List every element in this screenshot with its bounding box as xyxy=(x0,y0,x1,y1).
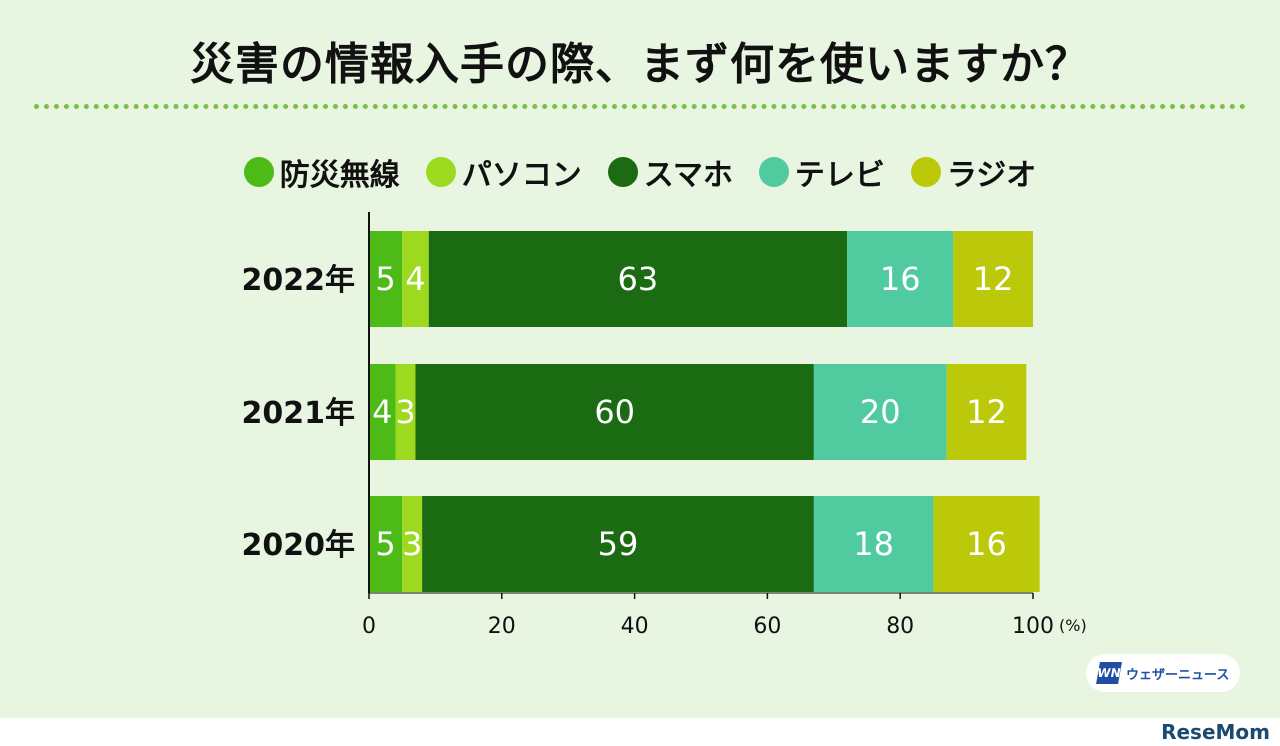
bar-data-label: 4 xyxy=(405,260,425,298)
x-tick-label: 80 xyxy=(886,614,914,639)
bar-segment xyxy=(813,496,934,592)
legend-swatch xyxy=(910,157,941,187)
bar-segment xyxy=(847,231,954,327)
bar-segment xyxy=(369,364,396,460)
bar-data-label: 59 xyxy=(598,525,639,563)
x-tick-label: 20 xyxy=(488,614,516,639)
x-tick-label: 100 xyxy=(1012,614,1054,639)
bar-segment xyxy=(953,231,1033,327)
weathernews-logo: WN ウェザーニュース xyxy=(1086,654,1240,692)
chart-canvas: 災害の情報入手の際、まず何を使いますか？ 防災無線 パソコン スマホ テレビ ラ… xyxy=(0,0,1280,718)
legend-label: スマホ xyxy=(643,158,733,193)
bar-data-label: 3 xyxy=(395,393,415,431)
bar-segment xyxy=(946,364,1027,460)
legend-item: 防災無線 xyxy=(243,150,400,194)
legend-label: テレビ xyxy=(794,158,885,193)
bar-segment xyxy=(813,364,947,460)
bar-segment xyxy=(933,496,1040,592)
category-label: 2021年 xyxy=(242,396,356,431)
bar-data-label: 63 xyxy=(618,260,659,298)
legend-label: ラジオ xyxy=(946,158,1037,193)
bar-segment xyxy=(402,231,429,327)
weathernews-logo-icon: WN xyxy=(1096,662,1122,684)
category-label: 2020年 xyxy=(242,528,356,563)
legend-swatch xyxy=(243,157,274,187)
bar-data-label: 60 xyxy=(594,393,635,431)
bar-data-label: 12 xyxy=(973,260,1014,298)
legend-swatch xyxy=(758,157,789,187)
category-label: 2022年 xyxy=(242,263,356,298)
bar-data-label: 12 xyxy=(966,393,1007,431)
legend-item: パソコン xyxy=(425,150,582,194)
resemom-watermark: ReseMom xyxy=(1161,720,1270,744)
bar-data-label: 18 xyxy=(853,525,894,563)
bar-segment xyxy=(415,364,814,460)
legend-swatch xyxy=(425,157,456,187)
bar-data-label: 5 xyxy=(375,260,395,298)
bar-data-label: 3 xyxy=(402,525,422,563)
legend-item: スマホ xyxy=(607,150,733,194)
bar-data-label: 16 xyxy=(966,525,1007,563)
bar-segment xyxy=(369,231,403,327)
bar-segment xyxy=(428,231,848,327)
bar-segment xyxy=(395,364,416,460)
bar-segment xyxy=(422,496,814,592)
x-tick-label: 0 xyxy=(362,614,376,639)
legend-swatch xyxy=(607,157,638,187)
x-axis-unit-label: (%) xyxy=(1059,616,1087,635)
legend-item: テレビ xyxy=(758,150,885,194)
dotted-divider xyxy=(34,104,1246,109)
legend-label: パソコン xyxy=(461,158,582,193)
bar-segment xyxy=(369,496,403,592)
x-tick-label: 40 xyxy=(621,614,649,639)
chart-title: 災害の情報入手の際、まず何を使いますか？ xyxy=(190,39,1090,90)
logo-text: ウェザーニュース xyxy=(1126,667,1230,683)
bar-data-label: 16 xyxy=(880,260,921,298)
legend: 防災無線 パソコン スマホ テレビ ラジオ xyxy=(0,150,1280,194)
bar-data-label: 20 xyxy=(860,393,901,431)
legend-item: ラジオ xyxy=(910,150,1037,194)
x-tick-label: 60 xyxy=(753,614,781,639)
bar-data-label: 4 xyxy=(372,393,392,431)
bar-data-label: 5 xyxy=(375,525,395,563)
bar-segment xyxy=(402,496,423,592)
legend-label: 防災無線 xyxy=(279,158,400,193)
